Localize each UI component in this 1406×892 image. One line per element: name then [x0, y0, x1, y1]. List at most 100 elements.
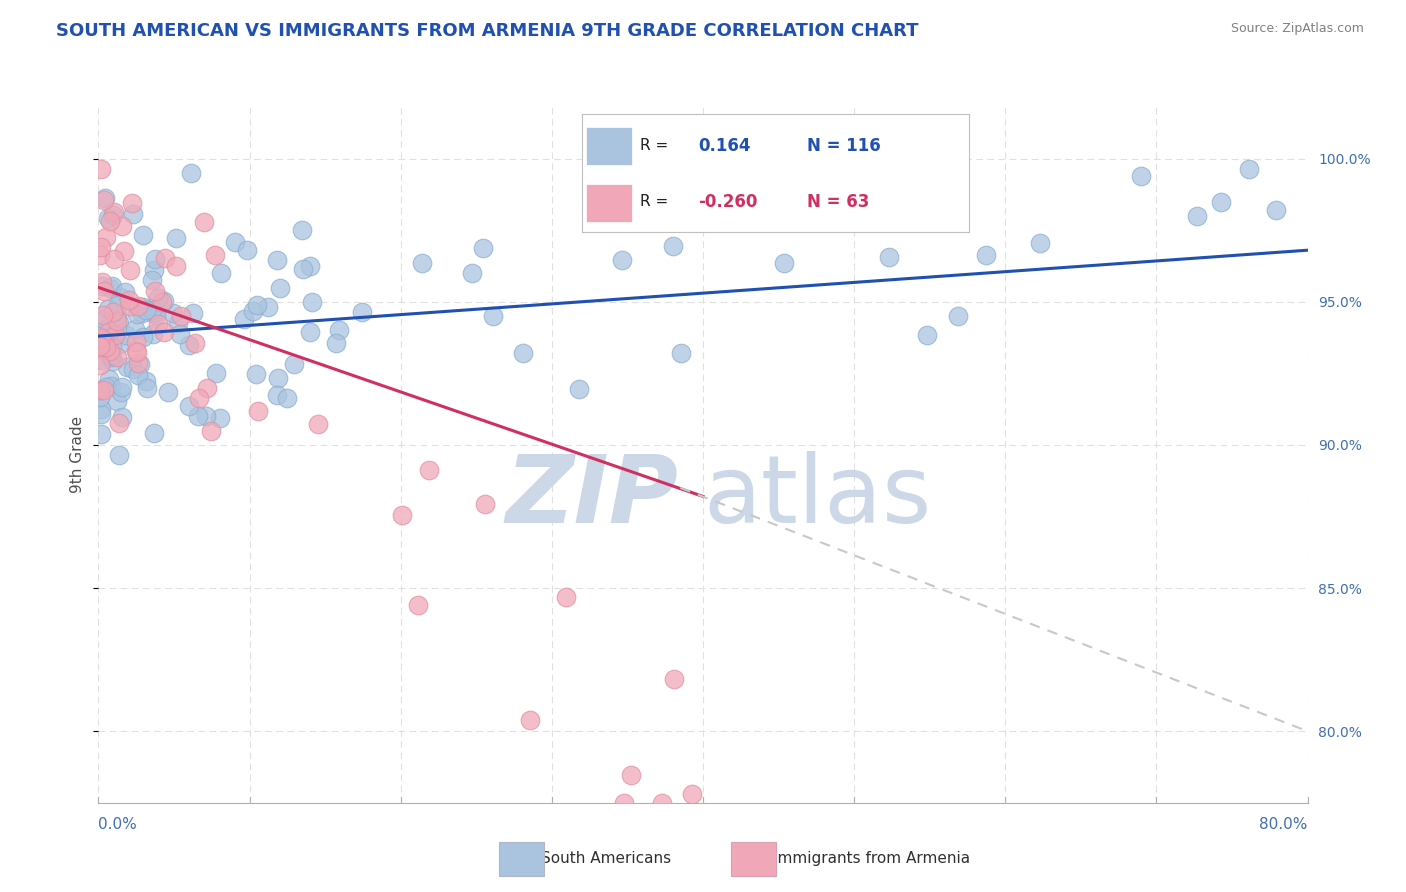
- Point: [90, 402, 112, 417]
- Point: [406, 599, 429, 613]
- Point: [97, 302, 120, 317]
- Point: [107, 297, 129, 311]
- Point: [101, 340, 124, 354]
- Point: [107, 416, 129, 430]
- Point: [111, 410, 134, 425]
- Point: [204, 248, 226, 262]
- Point: [877, 250, 900, 264]
- Point: [93, 312, 115, 326]
- Point: [93, 334, 115, 348]
- Point: [118, 293, 141, 308]
- Y-axis label: 9th Grade: 9th Grade: [70, 417, 86, 493]
- Point: [411, 256, 433, 270]
- Point: [111, 219, 134, 234]
- Point: [96, 230, 118, 244]
- Point: [115, 359, 138, 374]
- Point: [1029, 235, 1052, 250]
- Point: [91, 353, 114, 368]
- Text: SOUTH AMERICAN VS IMMIGRANTS FROM ARMENIA 9TH GRADE CORRELATION CHART: SOUTH AMERICAN VS IMMIGRANTS FROM ARMENI…: [56, 22, 918, 40]
- Point: [90, 161, 112, 176]
- Point: [143, 305, 166, 319]
- Point: [187, 409, 209, 423]
- Point: [100, 278, 122, 293]
- Point: [100, 214, 122, 228]
- Point: [519, 714, 541, 728]
- Point: [669, 345, 692, 359]
- Point: [298, 260, 321, 274]
- Point: [245, 367, 267, 381]
- Point: [291, 261, 314, 276]
- Point: [915, 328, 938, 343]
- Point: [974, 248, 997, 262]
- Point: [188, 392, 211, 406]
- Point: [136, 381, 159, 395]
- Point: [98, 343, 121, 358]
- Point: [96, 380, 118, 394]
- Point: [96, 341, 118, 355]
- Point: [142, 425, 165, 440]
- Point: [681, 787, 703, 801]
- Point: [242, 304, 264, 318]
- Text: atlas: atlas: [703, 450, 931, 542]
- Point: [110, 337, 132, 351]
- Point: [115, 328, 138, 343]
- Point: [127, 299, 149, 313]
- Point: [512, 346, 534, 360]
- Point: [418, 463, 440, 477]
- Point: [89, 359, 111, 373]
- Point: [131, 306, 153, 320]
- Point: [1185, 209, 1208, 223]
- Point: [122, 361, 145, 376]
- Point: [90, 331, 112, 345]
- Point: [100, 378, 122, 392]
- Point: [90, 240, 112, 254]
- Point: [100, 348, 122, 362]
- Point: [148, 317, 170, 331]
- Point: [352, 305, 374, 319]
- Point: [91, 275, 114, 289]
- Point: [662, 239, 685, 253]
- Point: [132, 330, 155, 344]
- Point: [180, 166, 202, 180]
- Point: [554, 590, 576, 604]
- Point: [165, 231, 187, 245]
- Point: [98, 324, 121, 338]
- Point: [100, 350, 122, 364]
- Point: [103, 252, 125, 267]
- Point: [132, 300, 155, 314]
- Point: [101, 354, 124, 368]
- Point: [104, 328, 127, 343]
- Point: [205, 366, 228, 380]
- Point: [101, 305, 124, 319]
- Point: [662, 673, 685, 687]
- Point: [125, 307, 148, 321]
- Text: 80.0%: 80.0%: [1260, 817, 1308, 832]
- Point: [283, 357, 305, 371]
- Text: Immigrants from Armenia: Immigrants from Armenia: [773, 852, 970, 866]
- Point: [325, 336, 347, 351]
- Point: [121, 195, 143, 210]
- Point: [266, 388, 288, 402]
- Point: [245, 298, 267, 312]
- Point: [143, 252, 166, 267]
- Point: [620, 768, 643, 782]
- Point: [145, 308, 167, 322]
- Point: [153, 251, 176, 265]
- Point: [127, 368, 149, 383]
- Point: [299, 326, 322, 340]
- Point: [195, 381, 218, 395]
- Point: [153, 293, 176, 308]
- Text: 0.0%: 0.0%: [98, 817, 138, 832]
- Point: [208, 410, 231, 425]
- Point: [773, 255, 796, 269]
- Point: [162, 306, 184, 320]
- Point: [946, 310, 969, 324]
- Point: [125, 334, 148, 349]
- Point: [142, 263, 165, 277]
- Point: [125, 343, 148, 358]
- Point: [307, 417, 329, 431]
- Point: [246, 404, 269, 418]
- Point: [626, 123, 648, 137]
- Point: [89, 390, 111, 404]
- Point: [97, 349, 120, 363]
